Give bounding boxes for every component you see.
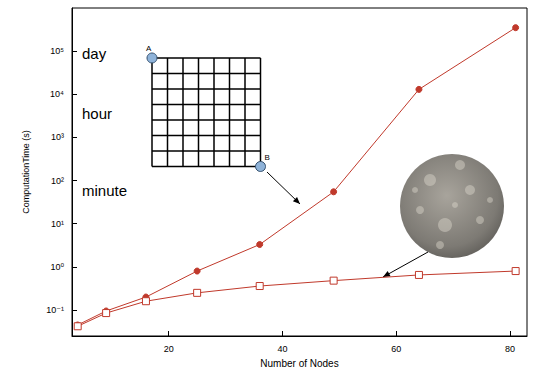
svg-text:Number of Nodes: Number of Nodes (260, 358, 338, 369)
svg-text:10¹: 10¹ (51, 219, 64, 229)
svg-text:10²: 10² (51, 176, 64, 186)
svg-text:80: 80 (505, 344, 515, 354)
svg-text:10⁻¹: 10⁻¹ (46, 305, 64, 315)
svg-text:10⁰: 10⁰ (50, 262, 64, 272)
svg-text:minute: minute (82, 182, 127, 199)
svg-text:B: B (265, 153, 270, 162)
svg-text:60: 60 (391, 344, 401, 354)
svg-text:10⁵: 10⁵ (50, 46, 64, 56)
svg-text:20: 20 (164, 344, 174, 354)
svg-text:10⁴: 10⁴ (50, 89, 64, 99)
svg-text:10³: 10³ (51, 132, 64, 142)
svg-text:ComputationTime (s): ComputationTime (s) (21, 130, 31, 214)
svg-text:A: A (146, 44, 152, 53)
svg-text:day: day (82, 45, 107, 62)
svg-text:hour: hour (82, 105, 112, 122)
svg-text:40: 40 (277, 344, 287, 354)
